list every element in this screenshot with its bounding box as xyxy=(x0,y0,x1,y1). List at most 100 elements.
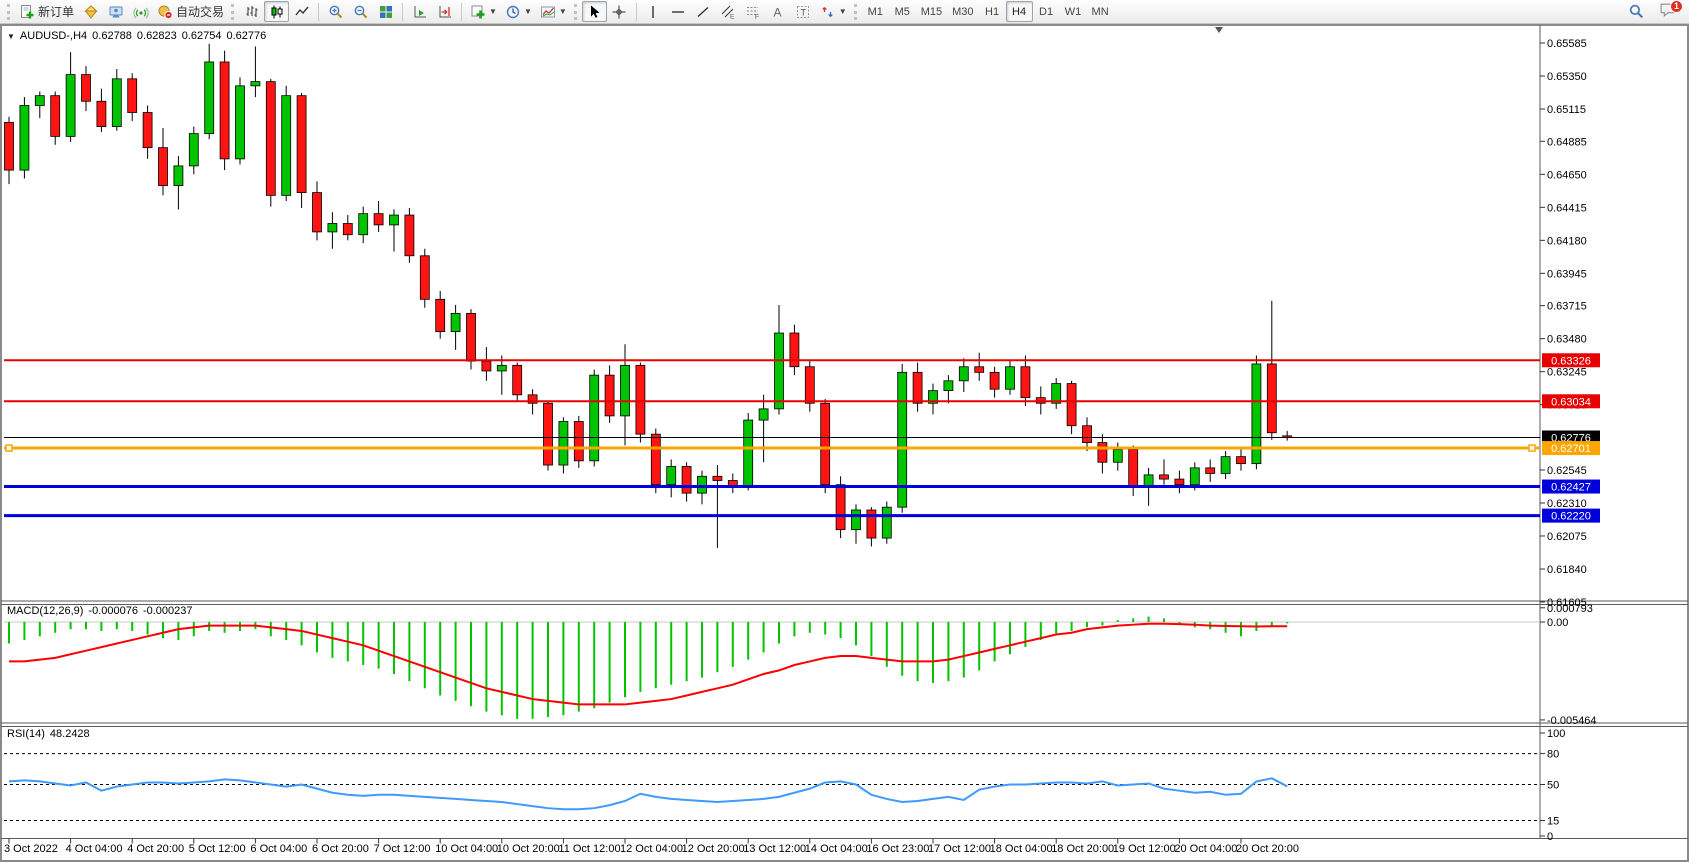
ohlc-high: 0.62823 xyxy=(136,30,177,42)
svg-text:0.63245: 0.63245 xyxy=(1547,367,1587,379)
ohlc-close: 0.62776 xyxy=(226,30,267,42)
vertical-line-button[interactable] xyxy=(641,1,666,22)
tab-timeframe-M30[interactable]: M30 xyxy=(952,5,974,18)
svg-text:0.64180: 0.64180 xyxy=(1547,235,1587,247)
tile-windows-button[interactable] xyxy=(373,1,398,22)
signals-button[interactable] xyxy=(128,1,153,22)
candlestick-chart-type-button[interactable] xyxy=(264,1,290,22)
periods-icon xyxy=(505,4,521,20)
auto-trading-icon xyxy=(157,4,173,20)
zoom-out-button[interactable] xyxy=(348,1,373,22)
new-order-icon xyxy=(19,4,35,20)
svg-text:0.00: 0.00 xyxy=(1547,617,1568,629)
cursor-button[interactable] xyxy=(581,1,607,22)
auto-trading-label: 自动交易 xyxy=(176,5,225,19)
ohlc-open: 0.62788 xyxy=(92,30,132,42)
auto-trading-button[interactable]: 自动交易 xyxy=(153,1,228,22)
svg-text:0.000793: 0.000793 xyxy=(1547,603,1593,615)
auto-scroll-button[interactable] xyxy=(407,1,432,22)
zoom-out-icon xyxy=(353,4,369,20)
price-badge xyxy=(1542,394,1600,409)
svg-text:16 Oct 23:00: 16 Oct 23:00 xyxy=(866,843,929,855)
toolbar-separator xyxy=(635,2,637,21)
chart-window[interactable]: 0.65585 0.65350 0.65115 0.64885 0.64650 0.644… xyxy=(0,24,1689,862)
indicators-add-button[interactable]: ▼ xyxy=(466,1,501,22)
main-toolbar: 新订单 自动交易 xyxy=(0,0,1689,24)
notifications-button[interactable]: 1 xyxy=(1655,0,1683,23)
svg-text:0.63034: 0.63034 xyxy=(1551,396,1591,408)
fibonacci-button[interactable]: F xyxy=(741,1,766,22)
tab-timeframe-M15[interactable]: M15 xyxy=(920,5,943,18)
horizontal-line-button[interactable] xyxy=(666,1,691,22)
price-badge xyxy=(1542,479,1600,494)
toolbar-grip xyxy=(7,3,12,20)
svg-text:80: 80 xyxy=(1547,749,1559,761)
bar-chart-type-button[interactable] xyxy=(239,1,264,22)
tab-timeframe-H1[interactable]: H1 xyxy=(985,5,1000,18)
toolbar-separator xyxy=(461,2,463,21)
macd-pane: 0.000793 0.00 -0.005464 xyxy=(4,603,1597,727)
navigator-button[interactable] xyxy=(103,1,128,22)
zoom-in-icon xyxy=(328,4,344,20)
tab-timeframe-W1[interactable]: W1 xyxy=(1064,5,1082,18)
text-icon: A xyxy=(770,4,786,20)
chart-canvas[interactable]: 0.65585 0.65350 0.65115 0.64885 0.64650 0.644… xyxy=(1,25,1688,861)
chevron-down-icon: ▼ xyxy=(838,6,847,16)
svg-text:13 Oct 12:00: 13 Oct 12:00 xyxy=(743,843,806,855)
svg-text:0.63945: 0.63945 xyxy=(1547,268,1587,280)
text-button[interactable]: A xyxy=(766,1,791,22)
svg-text:5 Oct 12:00: 5 Oct 12:00 xyxy=(189,843,246,855)
svg-text:4 Oct 04:00: 4 Oct 04:00 xyxy=(66,843,123,855)
chart-shift-marker xyxy=(1215,27,1223,33)
svg-text:0.63715: 0.63715 xyxy=(1547,301,1587,313)
new-order-button[interactable]: 新订单 xyxy=(15,1,78,22)
search-button[interactable] xyxy=(1624,1,1649,22)
svg-text:0.62075: 0.62075 xyxy=(1547,531,1587,543)
tab-timeframe-MN[interactable]: MN xyxy=(1091,5,1109,18)
macd-main-value: -0.000076 xyxy=(88,605,138,617)
tab-timeframe-D1[interactable]: D1 xyxy=(1039,5,1054,18)
chart-shift-button[interactable] xyxy=(432,1,457,22)
equidistant-channel-button[interactable]: E xyxy=(716,1,741,22)
chart-title-bar: ▼ AUDUSD-,H4 0.62788 0.62823 0.62754 0.6… xyxy=(7,30,266,42)
svg-text:20 Oct 20:00: 20 Oct 20:00 xyxy=(1236,843,1299,855)
templates-icon xyxy=(540,4,556,20)
svg-text:6 Oct 20:00: 6 Oct 20:00 xyxy=(312,843,369,855)
fibonacci-icon: F xyxy=(745,4,761,20)
templates-button[interactable]: ▼ xyxy=(536,1,571,22)
svg-text:10 Oct 20:00: 10 Oct 20:00 xyxy=(497,843,560,855)
arrows-button[interactable]: ▼ xyxy=(816,1,851,22)
svg-text:0.63326: 0.63326 xyxy=(1551,355,1591,367)
zoom-in-button[interactable] xyxy=(323,1,348,22)
svg-text:0.62545: 0.62545 xyxy=(1547,465,1587,477)
periods-button[interactable]: ▼ xyxy=(501,1,536,22)
trendline-icon xyxy=(695,4,711,20)
tab-timeframe-M1[interactable]: M1 xyxy=(867,5,883,18)
new-order-label: 新订单 xyxy=(38,5,75,19)
svg-text:4 Oct 20:00: 4 Oct 20:00 xyxy=(127,843,184,855)
text-label-button[interactable]: T xyxy=(791,1,816,22)
svg-text:0.64885: 0.64885 xyxy=(1547,136,1587,148)
indicators-add-icon xyxy=(470,4,486,20)
chart-menu-icon[interactable]: ▼ xyxy=(7,31,15,41)
chart-shift-icon xyxy=(437,4,453,20)
svg-text:18 Oct 04:00: 18 Oct 04:00 xyxy=(990,843,1053,855)
trendline-button[interactable] xyxy=(691,1,716,22)
chart-title: AUDUSD-,H4 xyxy=(19,30,88,42)
macd-label: MACD(12,26,9) xyxy=(7,605,84,617)
macd-label-row: MACD(12,26,9) -0.000076 -0.000237 xyxy=(7,605,193,617)
tab-timeframe-M5[interactable]: M5 xyxy=(894,5,910,18)
tile-windows-icon xyxy=(378,4,394,20)
line-handle xyxy=(5,444,13,452)
tab-timeframe-H4[interactable]: H4 xyxy=(1005,1,1033,22)
line-chart-type-button[interactable] xyxy=(289,1,314,22)
svg-text:0.61840: 0.61840 xyxy=(1547,564,1587,576)
bar-chart-type-icon xyxy=(244,4,260,20)
svg-text:15: 15 xyxy=(1547,816,1559,828)
crosshair-button[interactable] xyxy=(607,1,632,22)
svg-text:0.62427: 0.62427 xyxy=(1551,482,1591,494)
chevron-down-icon: ▼ xyxy=(523,6,532,16)
svg-text:18 Oct 20:00: 18 Oct 20:00 xyxy=(1051,843,1114,855)
market-watch-button[interactable] xyxy=(78,1,103,22)
